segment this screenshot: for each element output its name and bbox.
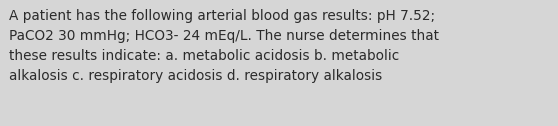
- Text: A patient has the following arterial blood gas results: pH 7.52;
PaCO2 30 mmHg; : A patient has the following arterial blo…: [9, 9, 439, 83]
